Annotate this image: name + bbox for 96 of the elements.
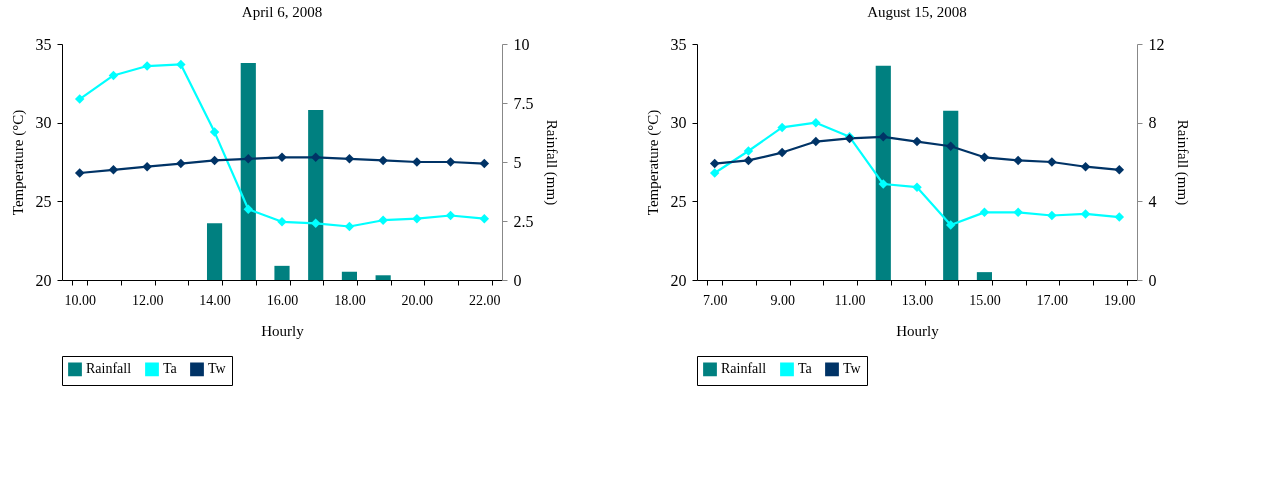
y2-axis-title: Rainfall (mm) (1173, 119, 1191, 206)
point (344, 154, 355, 164)
point (243, 204, 254, 214)
x-tick-label: 9.00 (770, 292, 795, 308)
point (378, 215, 388, 225)
x-tick-label: 16.00 (266, 292, 299, 308)
point (979, 207, 990, 218)
x-tick-label: 13.00 (901, 292, 934, 308)
bar (274, 265, 290, 280)
point (878, 179, 889, 189)
point (209, 155, 220, 166)
point (176, 158, 186, 169)
point (74, 94, 85, 104)
y2-tick-label: 10 (513, 35, 530, 53)
point (777, 122, 787, 133)
y-axis-title: Temperature (°C) (644, 109, 662, 216)
y2-tick-label: 2.5 (513, 212, 534, 230)
x-axis-title: Hourly (896, 322, 940, 339)
point (878, 132, 889, 142)
x-tick-label: 20.00 (401, 292, 434, 308)
legend-label: Ta (798, 361, 813, 377)
point (344, 221, 355, 232)
x-tick-label: 12.00 (131, 292, 164, 308)
legend-label: Ta (163, 361, 178, 377)
y-tick-label: 25 (670, 192, 687, 210)
point (811, 117, 821, 128)
y-tick-label: 20 (670, 271, 687, 289)
chart-title: August 15, 2008 (867, 4, 967, 20)
y2-tick-label: 0 (1148, 271, 1157, 289)
point (412, 213, 422, 224)
point (209, 127, 220, 137)
point (243, 154, 254, 164)
bar (308, 110, 324, 280)
point (1114, 212, 1125, 222)
x-axis-title: Hourly (261, 322, 305, 339)
point (743, 155, 754, 166)
point (743, 146, 754, 156)
point (1114, 165, 1125, 175)
legend-label: Rainfall (86, 361, 132, 377)
bar (375, 275, 391, 280)
y-tick-label: 35 (670, 35, 687, 53)
point (142, 161, 152, 172)
x-tick-label: 7.00 (702, 292, 728, 308)
point (811, 136, 821, 147)
legend-label: Tw (843, 361, 862, 377)
point (1013, 155, 1023, 166)
y-axis-title: Temperature (°C) (9, 109, 27, 216)
point (108, 70, 119, 81)
y-tick-label: 20 (35, 271, 52, 289)
y2-tick-label: 7.5 (513, 94, 534, 112)
point (277, 152, 287, 163)
point (709, 158, 720, 169)
point (1047, 210, 1057, 221)
y-tick-label: 30 (670, 114, 687, 132)
y2-tick-label: 4 (1148, 192, 1157, 210)
bar (976, 272, 993, 280)
y2-tick-label: 5 (513, 153, 522, 171)
point (479, 158, 490, 169)
point (979, 152, 990, 163)
y2-tick-label: 8 (1148, 114, 1157, 132)
point (1013, 207, 1023, 218)
point (777, 147, 787, 158)
point (945, 141, 956, 152)
x-tick-label: 10.00 (64, 292, 96, 308)
x-tick-label: 15.00 (969, 292, 1001, 308)
x-tick-label: 22.00 (469, 292, 501, 308)
bar (240, 62, 256, 280)
y-tick-label: 25 (35, 192, 52, 210)
y2-tick-label: 12 (1148, 35, 1165, 53)
y-tick-label: 30 (35, 114, 52, 132)
y2-tick-label: 0 (513, 271, 522, 289)
point (912, 136, 922, 147)
point (108, 165, 119, 175)
x-tick-label: 14.00 (199, 292, 231, 308)
point (445, 210, 456, 221)
x-tick-label: 19.00 (1104, 292, 1136, 308)
bar (943, 110, 959, 280)
x-tick-label: 17.00 (1036, 292, 1069, 308)
legend-label: Tw (208, 361, 227, 377)
point (310, 152, 321, 163)
x-tick-label: 11.00 (834, 292, 866, 308)
x-tick-label: 18.00 (334, 292, 366, 308)
point (74, 168, 85, 178)
chart-title: April 6, 2008 (241, 4, 323, 20)
legend-label: Rainfall (721, 361, 767, 377)
point (945, 220, 956, 230)
point (479, 213, 490, 224)
bar (341, 271, 358, 280)
point (1080, 161, 1091, 172)
y2-axis-title: Rainfall (mm) (542, 119, 560, 206)
bar (875, 65, 891, 280)
point (378, 155, 388, 166)
point (709, 168, 720, 178)
point (176, 59, 186, 70)
y-tick-label: 35 (35, 35, 52, 53)
bar (206, 223, 223, 280)
